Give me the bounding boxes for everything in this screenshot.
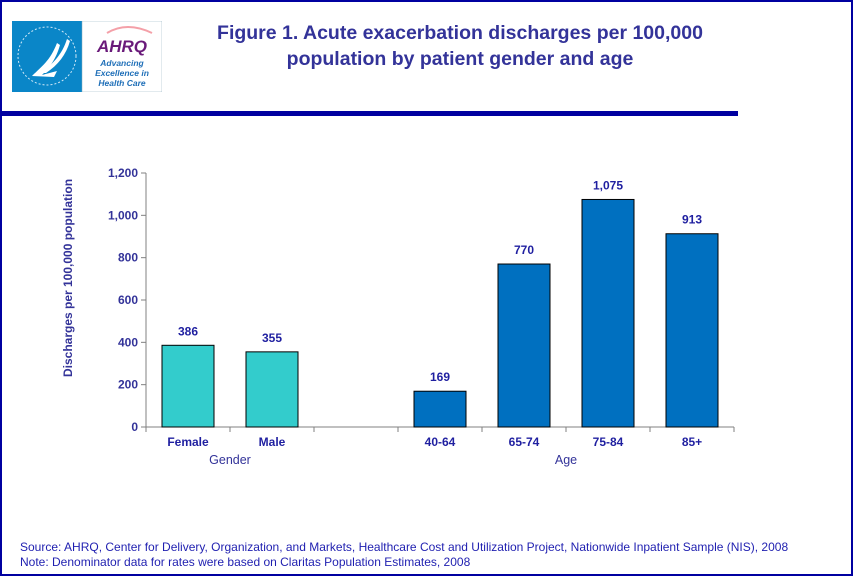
- group-label-age: Age: [555, 453, 577, 467]
- y-axis-label: Discharges per 100,000 population: [61, 179, 75, 377]
- hhs-ahrq-logo: AHRQ Advancing Excellence in Health Care: [12, 21, 162, 92]
- x-tick-label: Female: [167, 435, 209, 449]
- y-tick-label: 1,200: [108, 166, 138, 180]
- bar-85-: [665, 233, 719, 428]
- hhs-eagle-icon: [12, 21, 82, 92]
- note-text: Note: Denominator data for rates were ba…: [20, 555, 471, 569]
- bar-75-84: [581, 198, 635, 428]
- svg-text:Excellence in: Excellence in: [95, 68, 149, 78]
- source-text: Source: AHRQ, Center for Delivery, Organ…: [20, 540, 789, 554]
- ahrq-logo-text: AHRQ: [96, 37, 147, 56]
- y-tick-label: 800: [118, 251, 138, 265]
- data-label: 355: [262, 331, 282, 345]
- group-label-gender: Gender: [209, 453, 251, 467]
- bar-male: [245, 351, 299, 428]
- data-label: 386: [178, 324, 198, 338]
- svg-text:Health Care: Health Care: [98, 78, 146, 88]
- title-line-1: Figure 1. Acute exacerbation discharges …: [217, 22, 703, 44]
- title-line-2: population by patient gender and age: [286, 48, 634, 70]
- y-tick-label: 400: [118, 335, 138, 349]
- x-tick-label: Male: [259, 435, 286, 449]
- bar-65-74: [497, 263, 551, 428]
- y-tick-label: 200: [118, 378, 138, 392]
- data-label: 913: [682, 213, 702, 227]
- svg-text:Advancing: Advancing: [99, 58, 144, 68]
- y-tick-label: 0: [131, 420, 138, 434]
- x-tick-label: 75-84: [593, 435, 624, 449]
- x-tick-label: 40-64: [425, 435, 456, 449]
- bar-female: [161, 344, 215, 428]
- bar-40-64: [413, 390, 467, 428]
- x-tick-label: 85+: [682, 435, 702, 449]
- y-tick-label: 600: [118, 293, 138, 307]
- source-notes: Source: AHRQ, Center for Delivery, Organ…: [20, 540, 788, 570]
- data-label: 770: [514, 243, 534, 257]
- data-label: 169: [430, 370, 450, 384]
- data-label: 1,075: [593, 178, 623, 192]
- page-title: Figure 1. Acute exacerbation discharges …: [180, 20, 740, 72]
- header-divider: [0, 111, 738, 116]
- y-tick-label: 1,000: [108, 208, 138, 222]
- x-tick-label: 65-74: [509, 435, 540, 449]
